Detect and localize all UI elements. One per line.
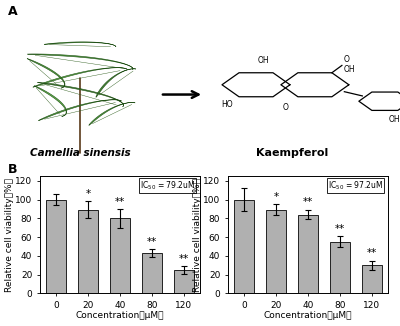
- Text: OH: OH: [389, 115, 400, 124]
- Bar: [110, 218, 130, 293]
- Text: **: **: [367, 248, 377, 258]
- Text: IC$_{50}$ = 97.2uM: IC$_{50}$ = 97.2uM: [328, 180, 383, 192]
- Y-axis label: Relative cell viability（%）: Relative cell viability（%）: [193, 178, 202, 292]
- Text: IC$_{50}$ = 79.2uM: IC$_{50}$ = 79.2uM: [140, 180, 195, 192]
- Polygon shape: [38, 82, 124, 107]
- Polygon shape: [96, 69, 136, 97]
- Text: OH: OH: [344, 65, 356, 74]
- Text: **: **: [115, 197, 125, 207]
- Bar: [46, 200, 66, 293]
- Text: HO: HO: [221, 100, 233, 109]
- Polygon shape: [44, 42, 116, 47]
- Text: A: A: [8, 5, 18, 18]
- Bar: [362, 265, 382, 293]
- Polygon shape: [38, 100, 122, 121]
- X-axis label: Concentration（μM）: Concentration（μM）: [264, 311, 352, 320]
- Text: **: **: [147, 237, 157, 247]
- Bar: [174, 270, 194, 293]
- Text: OH: OH: [257, 56, 269, 66]
- Text: **: **: [303, 198, 313, 207]
- Bar: [78, 210, 98, 293]
- Text: Kaempferol: Kaempferol: [256, 148, 328, 158]
- Text: B: B: [8, 163, 18, 176]
- Bar: [234, 200, 254, 293]
- Polygon shape: [27, 59, 65, 88]
- Text: *: *: [86, 189, 90, 199]
- Polygon shape: [34, 86, 67, 116]
- Text: O: O: [344, 55, 350, 64]
- X-axis label: Concentration（μM）: Concentration（μM）: [76, 311, 164, 320]
- Text: Camellia sinensis: Camellia sinensis: [30, 148, 130, 158]
- Bar: [330, 242, 350, 293]
- Polygon shape: [28, 54, 133, 70]
- Text: **: **: [335, 224, 345, 234]
- Text: *: *: [274, 192, 278, 202]
- Polygon shape: [89, 102, 135, 125]
- Polygon shape: [33, 67, 127, 87]
- Bar: [266, 210, 286, 293]
- Text: **: **: [179, 254, 189, 264]
- Y-axis label: Relative cell viability（%）: Relative cell viability（%）: [5, 178, 14, 292]
- Text: O: O: [282, 103, 288, 112]
- Bar: [298, 215, 318, 293]
- Bar: [142, 253, 162, 293]
